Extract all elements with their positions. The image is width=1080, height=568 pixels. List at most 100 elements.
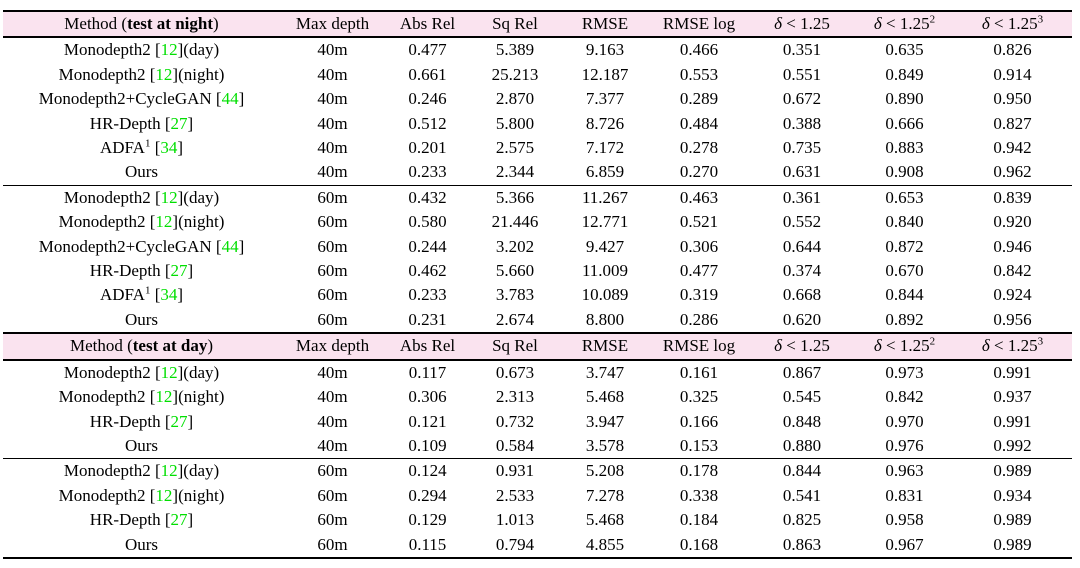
max-depth-cell: 60m [317,534,348,554]
table-row: ADFA1 [34] 40m 0.201 2.575 7.172 0.278 0.735 0.… [3,136,1072,160]
citation-link[interactable]: 12 [160,40,178,60]
citation-link[interactable]: 34 [160,138,178,158]
text-segment: < 1.25 [989,336,1038,356]
value-cell: 0.319 [679,285,719,305]
max-depth-cell: 40m [317,387,348,407]
value-cell: 0.184 [679,510,719,530]
citation-link[interactable]: 44 [221,236,239,256]
text-segment: Sq Rel [492,14,538,33]
text-segment: < 1.25 [881,14,930,33]
text-segment: δ [774,14,783,33]
value-cell: 4.855 [585,534,625,554]
value-cell: 0.166 [679,411,719,431]
citation-link[interactable]: 34 [160,285,178,305]
value-cell: 0.668 [782,285,822,305]
citation-link[interactable]: 12 [160,362,178,382]
citation-link[interactable]: 12 [155,64,173,84]
value-cell: 3.747 [585,362,625,382]
value-cell: 0.462 [408,261,447,281]
value-cell: 9.427 [585,236,625,256]
table-row: Ours 60m 0.115 0.794 4.855 0.168 0.863 0.967 0.9… [3,533,1072,558]
method-cell: Ours [3,533,280,558]
citation-link[interactable]: 27 [170,510,188,530]
table-row: Monodepth2 [12](night) 40m 0.661 25.213 12.1… [3,63,1072,87]
text-segment: δ [981,14,990,33]
max-depth-cell: 60m [280,458,385,484]
text-segment: ] [238,236,245,256]
table-row: HR-Depth [27] 60m 0.129 1.013 5.468 0.184 0.82… [3,508,1072,532]
table-row: HR-Depth [27] 40m 0.512 5.800 8.726 0.484 0.38… [3,112,1072,136]
value-cell: 0.484 [679,113,719,133]
value-cell: 0.962 [993,162,1032,182]
citation-link[interactable]: 12 [160,461,178,481]
value-cell: 0.989 [953,458,1072,484]
citation-link[interactable]: 12 [155,485,173,505]
value-cell: 25.213 [491,64,539,84]
citation-link[interactable]: 12 [160,187,178,207]
table-row: HR-Depth [27] 60m 0.462 5.660 11.009 0.477 0.3… [3,259,1072,283]
text-segment: Ours [124,309,159,329]
text-segment: 1 [144,137,151,150]
citation-link[interactable]: 27 [170,411,188,431]
value-cell: 0.937 [993,387,1032,407]
value-cell: 6.859 [585,162,625,182]
value-cell: 0.976 [885,435,924,455]
table-row: Monodepth2 [12](day) 60m 0.124 0.931 5.208 0.… [3,458,1072,484]
value-cell: 0.580 [408,212,447,232]
text-segment: test at day [132,336,208,356]
max-depth-cell: 60m [317,510,348,530]
value-cell: 0.620 [782,309,822,329]
method-cell: ADFA1 [34] [3,283,280,307]
max-depth-cell: 60m [317,212,348,232]
value-cell: 0.735 [782,138,822,158]
text-segment: HR-Depth [ [89,411,171,431]
citation-link[interactable]: 27 [170,261,188,281]
value-cell: 0.541 [782,485,822,505]
value-cell: 11.267 [560,184,650,211]
text-segment: Monodepth2 [ [58,387,156,407]
value-cell: 3.783 [495,285,535,305]
value-cell: 0.124 [385,458,470,484]
text-segment: RMSE [581,14,629,33]
header-cell: δ < 1.253 [953,332,1072,361]
value-cell: 0.115 [408,534,447,554]
max-depth-cell: 40m [317,40,348,60]
value-cell: 0.958 [885,510,924,530]
value-cell: 0.914 [993,64,1032,84]
value-cell: 0.842 [885,387,924,407]
method-cell: Ours [3,308,280,333]
citation-link[interactable]: 12 [155,387,173,407]
citation-link[interactable]: 44 [221,89,239,109]
max-depth-cell: 40m [317,411,348,431]
table-row: Ours 60m 0.231 2.674 8.800 0.286 0.620 0.892 0.9… [3,308,1072,333]
method-cell: Monodepth2 [12](day) [3,37,280,62]
text-segment: ADFA [99,138,145,158]
text-segment: ] [187,261,194,281]
header-cell: δ < 1.25 [748,332,856,361]
text-segment: δ [981,336,990,356]
value-cell: 0.970 [885,411,924,431]
table-row: Ours 40m 0.109 0.584 3.578 0.153 0.880 0.976 0.9… [3,434,1072,459]
value-cell: 0.934 [993,485,1032,505]
value-cell: 0.374 [782,261,822,281]
value-cell: 5.208 [560,458,650,484]
citation-link[interactable]: 12 [155,212,173,232]
value-cell: 0.512 [408,113,447,133]
value-cell: 7.377 [585,89,625,109]
value-cell: 0.942 [993,138,1032,158]
value-cell: 7.172 [585,138,625,158]
citation-link[interactable]: 27 [170,113,188,133]
text-segment: HR-Depth [ [89,261,171,281]
section-header-row: Method (test at day) Max depth Abs Rel Sq R… [3,332,1072,361]
value-cell: 0.867 [782,362,822,382]
value-cell: 2.533 [495,485,535,505]
text-segment: Ours [124,534,159,554]
value-cell: 8.726 [585,113,625,133]
value-cell: 0.956 [993,309,1032,329]
value-cell: 0.294 [408,485,447,505]
text-segment: Method ( [69,336,133,356]
value-cell: 0.278 [679,138,719,158]
value-cell: 0.892 [885,309,924,329]
method-cell: HR-Depth [27] [3,410,280,434]
text-segment: 2 [929,335,936,348]
